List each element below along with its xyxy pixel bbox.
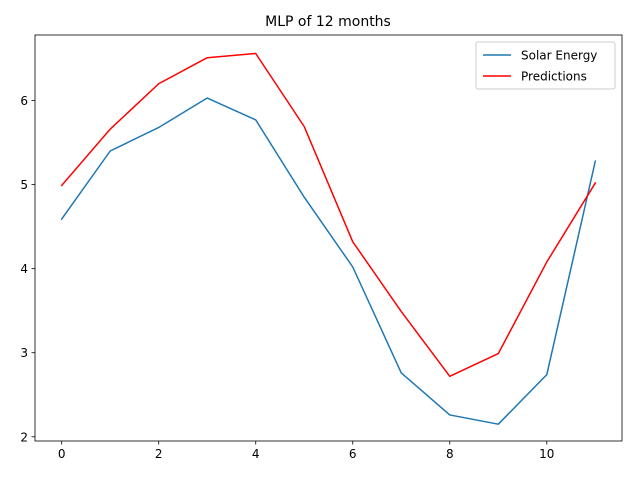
x-tick-label: 2	[155, 447, 163, 461]
y-tick-label: 2	[20, 430, 28, 444]
x-tick-label: 8	[446, 447, 454, 461]
y-tick-label: 4	[20, 262, 28, 276]
chart-title: MLP of 12 months	[265, 14, 391, 30]
series-line-solar-energy	[60, 97, 597, 425]
legend-box	[475, 41, 616, 90]
axes-frame	[34, 34, 623, 442]
y-tick-label: 5	[20, 178, 28, 192]
x-tick-label: 0	[58, 447, 66, 461]
x-tick-label: 6	[349, 447, 357, 461]
legend-label-solar-energy: Solar Energy	[521, 49, 597, 63]
plot-area: 0 2 4 6 8 10 2 3 4 5 6	[20, 34, 623, 461]
x-tick-label: 10	[539, 447, 554, 461]
y-tick-label: 3	[20, 346, 28, 360]
y-tick-label: 6	[20, 94, 28, 108]
x-tick-label: 4	[252, 447, 260, 461]
legend-label-predictions: Predictions	[521, 70, 587, 84]
legend: Solar Energy Predictions	[475, 41, 616, 90]
series-line-predictions	[60, 52, 597, 378]
